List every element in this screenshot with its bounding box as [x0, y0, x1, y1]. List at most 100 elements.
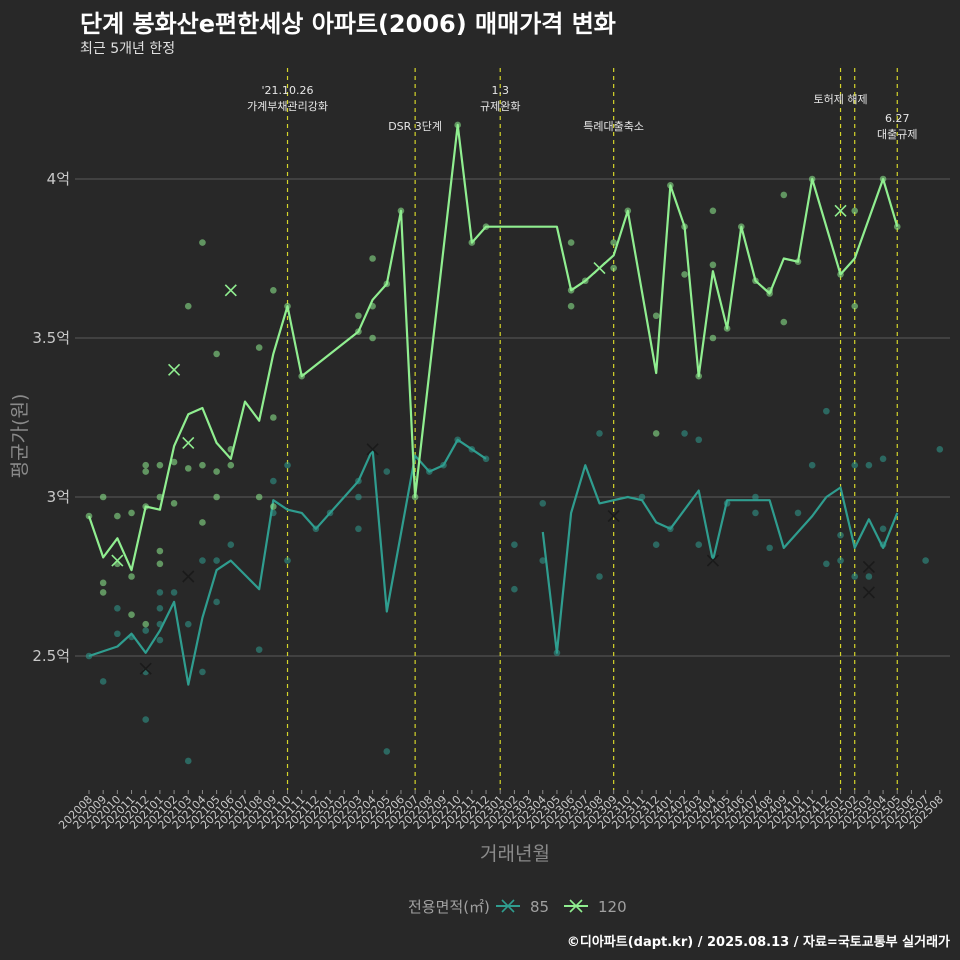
point-85-47 [681, 430, 688, 437]
point-85-18 [213, 557, 220, 564]
chart-title: 단계 봉화산e편한세상 아파트(2006) 매매가격 변화 [80, 10, 616, 38]
point-85-14 [184, 620, 192, 628]
point-85-23 [284, 557, 291, 564]
y-axis-title: 평균가(원) [9, 394, 31, 479]
legend-title: 전용면적(㎡) [408, 898, 490, 916]
point-85-67 [922, 557, 929, 564]
y-tick-labels: 2.5억 3억 3.5억 4억 [32, 170, 70, 665]
series-85 [85, 407, 944, 765]
point-85-66 [879, 455, 887, 463]
source-footer: ©디아파트(dapt.kr) / 2025.08.13 / 자료=국토교통부 실… [566, 935, 950, 950]
y-tick-label-0: 2.5억 [32, 647, 70, 665]
point-85-51 [752, 509, 759, 517]
point-120-57 [681, 271, 688, 278]
point-85-15 [199, 668, 206, 676]
point-85-37 [511, 541, 518, 548]
point-120-10 [142, 468, 150, 475]
x-marker-120-1 [168, 363, 181, 376]
point-85-49 [695, 436, 703, 444]
point-120-21 [199, 461, 206, 469]
point-85-39 [539, 557, 547, 564]
point-85-43 [596, 430, 603, 437]
x-marker-85-6 [862, 586, 875, 599]
point-85-12 [170, 589, 178, 596]
legend-marker-85 [501, 899, 515, 913]
x-axis-title: 거래년월 [480, 843, 550, 865]
point-120-3 [99, 493, 107, 501]
point-85-40 [539, 500, 547, 507]
point-120-74 [851, 302, 859, 310]
line-85-1 [541, 464, 899, 654]
point-120-11 [142, 620, 150, 628]
point-85-64 [879, 525, 887, 533]
point-85-28 [355, 493, 362, 501]
point-120-47 [567, 302, 575, 310]
point-85-44 [638, 493, 646, 501]
point-85-45 [652, 541, 660, 548]
point-85-27 [355, 525, 362, 533]
x-marker-120-3 [224, 284, 237, 297]
annotation-6-1: 대출규제 [877, 128, 917, 141]
point-85-60 [851, 573, 859, 580]
series-layer [85, 121, 944, 765]
point-120-1 [99, 589, 107, 596]
point-85-10 [156, 605, 164, 612]
point-120-68 [780, 191, 788, 199]
annotation-3-0: 특례대출축소 [583, 120, 644, 133]
point-120-54 [652, 312, 660, 320]
point-85-52 [752, 493, 759, 501]
legend-label-120: 120 [598, 898, 627, 916]
annotation-0-1: 가계부채관리강화 [247, 100, 328, 113]
point-120-32 [270, 287, 277, 294]
point-120-31 [270, 414, 277, 421]
point-120-15 [156, 560, 164, 568]
point-85-57 [823, 560, 830, 568]
point-120-36 [355, 312, 362, 320]
point-120-24 [213, 350, 220, 358]
point-85-55 [808, 461, 816, 469]
legend-label-85: 85 [530, 898, 549, 916]
point-85-63 [865, 461, 873, 469]
point-85-31 [383, 468, 391, 475]
x-marker-120-4 [593, 261, 606, 275]
point-120-17 [170, 500, 178, 507]
point-120-62 [709, 334, 717, 342]
annotation-1-0: DSR 3단계 [388, 120, 442, 133]
point-85-19 [227, 541, 235, 548]
x-marker-85-3 [607, 510, 620, 523]
point-120-33 [270, 503, 277, 510]
point-120-69 [780, 318, 788, 326]
annotation-0-0: '21.10.26 [262, 84, 314, 97]
point-120-51 [610, 264, 617, 272]
x-marker-85-5 [862, 560, 875, 574]
annotation-4-0: 토허제 해제 [813, 92, 867, 106]
point-120-18 [170, 458, 178, 466]
x-marker-120-5 [834, 204, 847, 217]
point-85-53 [766, 544, 773, 552]
point-120-19 [184, 302, 192, 310]
point-85-56 [823, 407, 830, 415]
point-120-22 [199, 239, 206, 246]
point-120-4 [114, 512, 121, 520]
point-85-62 [865, 573, 873, 580]
point-120-9 [142, 461, 150, 469]
point-120-2 [99, 579, 107, 587]
point-120-60 [709, 207, 717, 215]
y-tick-label-3: 4억 [47, 170, 70, 188]
annotation-2-1: 규제완화 [480, 100, 520, 113]
point-120-8 [128, 611, 135, 618]
point-85-11 [156, 589, 164, 596]
gridlines [75, 178, 950, 657]
point-85-61 [851, 461, 859, 469]
series-120 [85, 121, 901, 628]
point-120-25 [213, 493, 220, 501]
chart-subtitle: 최근 5개년 한정 [80, 41, 176, 57]
point-85-3 [114, 605, 121, 612]
x-tick-labels: 2020082020092020102020112020122021012021… [56, 790, 946, 832]
point-85-68 [936, 446, 944, 453]
point-85-17 [213, 598, 220, 606]
line-120-0 [87, 123, 899, 572]
point-120-38 [369, 255, 376, 262]
